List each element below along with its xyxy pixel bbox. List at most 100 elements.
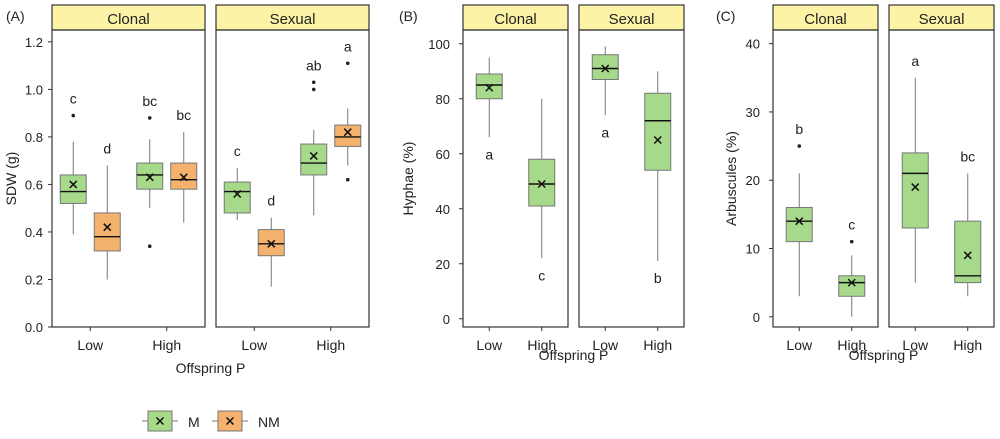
mean-marker [233, 189, 242, 198]
box-high-nm: bc [170, 107, 198, 223]
outlier-point [147, 116, 152, 120]
plot-frame [51, 29, 206, 328]
box [838, 275, 866, 297]
box [136, 162, 164, 190]
y-tick-label: 1.0 [25, 82, 43, 97]
facet-sexual: Sexual Low High c d ab a [215, 4, 370, 353]
facet-title: Sexual [270, 11, 316, 28]
box [170, 162, 198, 190]
box-low-m: c [59, 91, 87, 235]
x-tick-label: Low [902, 337, 929, 353]
legend-entry-m: M [142, 410, 200, 432]
panel-label: (B) [399, 8, 418, 24]
box [785, 207, 813, 243]
mean-marker [963, 251, 972, 260]
y-tick-label: 100 [428, 37, 450, 52]
box [644, 92, 672, 171]
y-axis-label: Hyphae (%) [400, 142, 416, 216]
outlier-point [311, 80, 316, 85]
panel-c: (C) Arbuscules (%) 0 10 20 30 40 Clonal Low High b… [716, 4, 995, 363]
box [901, 152, 929, 229]
mean-marker [267, 239, 276, 248]
panel-a: (A) SDW (g) 0.0 0.2 0.4 0.6 0.8 1.0 1.2 Clonal Low… [3, 4, 370, 376]
x-tick-label: High [837, 337, 866, 353]
mean-marker [145, 173, 154, 182]
x-axis-label: Offspring P [849, 347, 919, 363]
box-high-nm: a [334, 38, 362, 182]
facet-sexual: Sexual Low High a b [578, 4, 685, 353]
facet-strip [772, 4, 879, 31]
significance-letter: c [538, 267, 545, 283]
x-tick-label: High [953, 337, 982, 353]
mean-marker [179, 173, 188, 182]
facet-clonal: Clonal Low High b c [772, 4, 879, 353]
plot-frame [772, 29, 879, 328]
y-tick-label: 60 [436, 147, 450, 162]
plot-frame [462, 29, 569, 328]
box [59, 174, 87, 204]
significance-letter: ab [306, 57, 322, 73]
y-tick-label: 1.2 [25, 35, 43, 50]
outlier-point [797, 144, 802, 148]
outlier-point [71, 113, 76, 118]
y-tick-label: 0.0 [25, 320, 43, 335]
outlier-point [147, 244, 152, 249]
box [223, 181, 251, 214]
legend-mean-marker [225, 416, 235, 426]
significance-letter: a [344, 38, 352, 54]
box-high-m: bc [136, 93, 164, 249]
box-high-m: b [644, 71, 672, 286]
significance-letter: a [911, 53, 919, 69]
y-tick-label: 10 [746, 241, 760, 256]
x-axis-label: Offspring P [539, 347, 609, 363]
mean-marker [653, 135, 662, 145]
mean-marker [343, 128, 352, 137]
significance-letter: b [795, 121, 803, 137]
facet-title: Clonal [804, 11, 847, 28]
facet-clonal: Clonal Low High c d bc bc [51, 4, 206, 353]
outlier-point [345, 177, 350, 182]
box [475, 73, 503, 100]
y-tick-label: 20 [436, 257, 450, 272]
panel-label: (C) [716, 8, 735, 24]
box [591, 54, 619, 80]
panel-label: (A) [6, 8, 25, 24]
mean-marker [795, 217, 804, 226]
y-axis-label: SDW (g) [3, 152, 19, 206]
y-tick-label: 0.4 [25, 225, 43, 240]
y-tick-label: 0.6 [25, 177, 43, 192]
facet-title: Sexual [919, 11, 965, 28]
significance-letter: c [234, 143, 241, 159]
x-tick-label: High [152, 337, 181, 353]
box [93, 212, 121, 252]
y-tick-label: 80 [436, 92, 450, 107]
y-tick-label: 0.2 [25, 272, 43, 287]
significance-letter: bc [176, 107, 191, 123]
box [334, 124, 362, 147]
outlier-point [849, 239, 854, 244]
facet-strip [888, 4, 995, 31]
box [954, 220, 982, 284]
outlier-point [311, 87, 316, 92]
box-low-nm: d [93, 140, 121, 280]
y-tick-label: 40 [436, 202, 450, 217]
box-low-m: b [785, 121, 813, 297]
x-tick-label: High [643, 337, 672, 353]
x-tick-label: Low [241, 337, 268, 353]
mean-marker [601, 64, 610, 73]
y-tick-label: 40 [746, 37, 760, 52]
mean-marker [69, 180, 78, 189]
facet-title: Clonal [107, 11, 150, 28]
significance-letter: a [485, 146, 493, 162]
box-low-nm: d [257, 193, 285, 287]
legend-label: M [188, 414, 200, 430]
x-tick-label: Low [786, 337, 813, 353]
y-tick-label: 0 [443, 312, 450, 327]
x-tick-label: High [316, 337, 345, 353]
x-tick-label: Low [77, 337, 104, 353]
y-tick-label: 20 [746, 173, 760, 188]
facet-sexual: Sexual Low High a bc [888, 4, 995, 353]
mean-marker [485, 83, 494, 92]
outlier-point [345, 61, 350, 66]
